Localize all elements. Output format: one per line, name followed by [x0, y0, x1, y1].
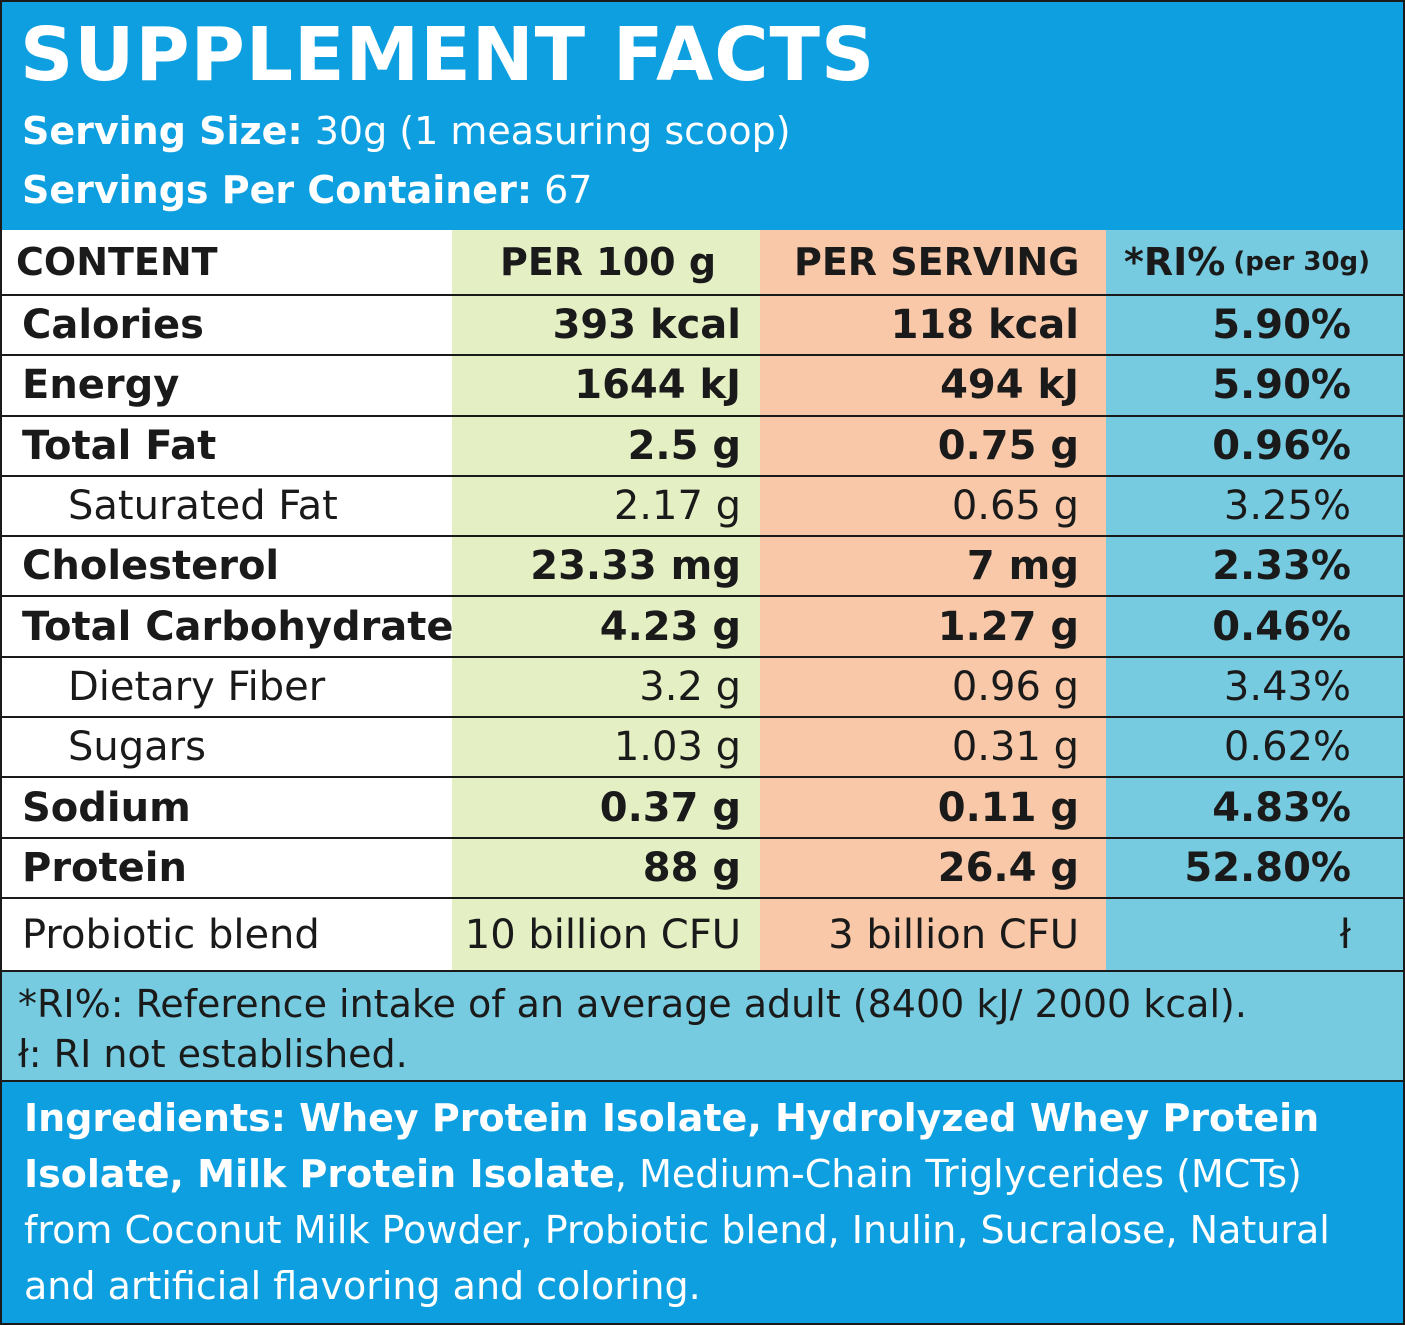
- per-serving-value: 0.75 g: [937, 422, 1079, 469]
- column-header-per100: PER 100 g: [500, 240, 717, 284]
- table-row: Sodium 0.37 g 0.11 g 4.83%: [2, 778, 1403, 839]
- per-serving-value: 0.65 g: [951, 483, 1079, 530]
- ri-value: 0.62%: [1223, 724, 1351, 771]
- nutrient-name: Sodium: [22, 784, 191, 831]
- ri-value: 4.83%: [1212, 784, 1351, 831]
- per100-value: 1.03 g: [613, 724, 741, 771]
- per100-value: 0.37 g: [599, 784, 741, 831]
- serving-size-label: Serving Size:: [22, 109, 303, 153]
- per-serving-value: 494 kJ: [940, 362, 1079, 409]
- footnote-not-established: ł: RI not established.: [18, 1032, 408, 1076]
- servings-per-container-value: 67: [532, 168, 593, 212]
- ingredients-text: Ingredients: Whey Protein Isolate, Hydro…: [24, 1090, 1384, 1314]
- per100-value: 4.23 g: [599, 603, 741, 650]
- ri-value: 5.90%: [1212, 302, 1351, 349]
- label-title: SUPPLEMENT FACTS: [20, 12, 876, 98]
- nutrient-name: Energy: [22, 362, 180, 409]
- nutrient-name: Probiotic blend: [22, 911, 320, 958]
- column-header-ri: *RI% (per 30g): [1124, 230, 1370, 294]
- table-row: Cholesterol 23.33 mg 7 mg 2.33%: [2, 537, 1403, 598]
- per100-value: 2.5 g: [627, 422, 741, 469]
- footnote-ri-definition: *RI%: Reference intake of an average adu…: [18, 982, 1247, 1026]
- ri-header-label: *RI%: [1124, 240, 1226, 284]
- label-header: SUPPLEMENT FACTS Serving Size: 30g (1 me…: [2, 2, 1403, 230]
- column-header-content: CONTENT: [16, 240, 218, 284]
- ingredients-section: Ingredients: Whey Protein Isolate, Hydro…: [2, 1082, 1403, 1323]
- table-row: Total Fat 2.5 g 0.75 g 0.96%: [2, 417, 1403, 477]
- ingredients-bold-text: Ingredients: Whey Protein Isolate, Hydro…: [24, 1096, 1320, 1196]
- per100-value: 1644 kJ: [574, 362, 741, 409]
- per-serving-value: 26.4 g: [937, 844, 1079, 891]
- table-header-row: CONTENT PER 100 g PER SERVING *RI% (per 3…: [2, 230, 1403, 296]
- table-row: Protein 88 g 26.4 g 52.80%: [2, 839, 1403, 899]
- ri-value: 3.43%: [1223, 663, 1351, 710]
- nutrient-name: Sugars: [68, 724, 206, 771]
- per100-value: 88 g: [642, 844, 741, 891]
- per100-column-background: [452, 230, 760, 970]
- per-serving-value: 0.96 g: [951, 663, 1079, 710]
- nutrient-name: Total Fat: [22, 422, 217, 469]
- table-row: Total Carbohydrate 4.23 g 1.27 g 0.46%: [2, 598, 1403, 658]
- per100-value: 10 billion CFU: [464, 911, 741, 958]
- per100-value: 23.33 mg: [530, 543, 741, 590]
- nutrient-name: Saturated Fat: [68, 483, 338, 530]
- ri-value: 2.33%: [1212, 543, 1351, 590]
- per-serving-value: 0.11 g: [937, 784, 1079, 831]
- table-row: Dietary Fiber 3.2 g 0.96 g 3.43%: [2, 658, 1403, 719]
- nutrient-name: Cholesterol: [22, 543, 280, 590]
- table-row: Probiotic blend 10 billion CFU 3 billion C…: [2, 899, 1403, 970]
- column-header-per-serving: PER SERVING: [794, 240, 1080, 284]
- per-serving-value: 1.27 g: [937, 603, 1079, 650]
- per-serving-value: 0.31 g: [951, 724, 1079, 771]
- nutrient-name: Protein: [22, 844, 187, 891]
- per100-value: 3.2 g: [639, 663, 741, 710]
- nutrient-name: Total Carbohydrate: [22, 603, 454, 650]
- per100-value: 2.17 g: [613, 483, 741, 530]
- ri-column-background: [1106, 230, 1403, 970]
- serving-size-line: Serving Size: 30g (1 measuring scoop): [22, 106, 791, 156]
- nutrient-name: Calories: [22, 302, 204, 349]
- nutrient-name: Dietary Fiber: [68, 663, 326, 710]
- per-serving-value: 3 billion CFU: [828, 911, 1079, 958]
- table-row: Sugars 1.03 g 0.31 g 0.62%: [2, 718, 1403, 779]
- ri-value: 3.25%: [1223, 483, 1351, 530]
- servings-per-container-line: Servings Per Container: 67: [22, 165, 592, 215]
- ingredients-regular-text: , Medium-Chain Triglycerides (MCTs) from…: [24, 1152, 1330, 1308]
- per100-value: 393 kcal: [552, 302, 741, 349]
- per-serving-column-background: [760, 230, 1106, 970]
- ri-header-note: (per 30g): [1233, 247, 1371, 277]
- ri-value: 5.90%: [1212, 362, 1351, 409]
- table-row: Saturated Fat 2.17 g 0.65 g 3.25%: [2, 477, 1403, 538]
- ri-value: 0.46%: [1212, 603, 1351, 650]
- table-row: Energy 1644 kJ 494 kJ 5.90%: [2, 356, 1403, 417]
- ri-value: ł: [1339, 911, 1351, 958]
- servings-per-container-label: Servings Per Container:: [22, 168, 533, 212]
- ri-value: 0.96%: [1212, 422, 1351, 469]
- nutrition-table: CONTENT PER 100 g PER SERVING *RI% (per 3…: [2, 230, 1403, 970]
- footnotes: *RI%: Reference intake of an average adu…: [2, 970, 1403, 1082]
- ri-value: 52.80%: [1184, 844, 1351, 891]
- serving-size-value: 30g (1 measuring scoop): [302, 109, 791, 153]
- per-serving-value: 7 mg: [966, 543, 1079, 590]
- per-serving-value: 118 kcal: [890, 302, 1079, 349]
- table-row: Calories 393 kcal 118 kcal 5.90%: [2, 296, 1403, 357]
